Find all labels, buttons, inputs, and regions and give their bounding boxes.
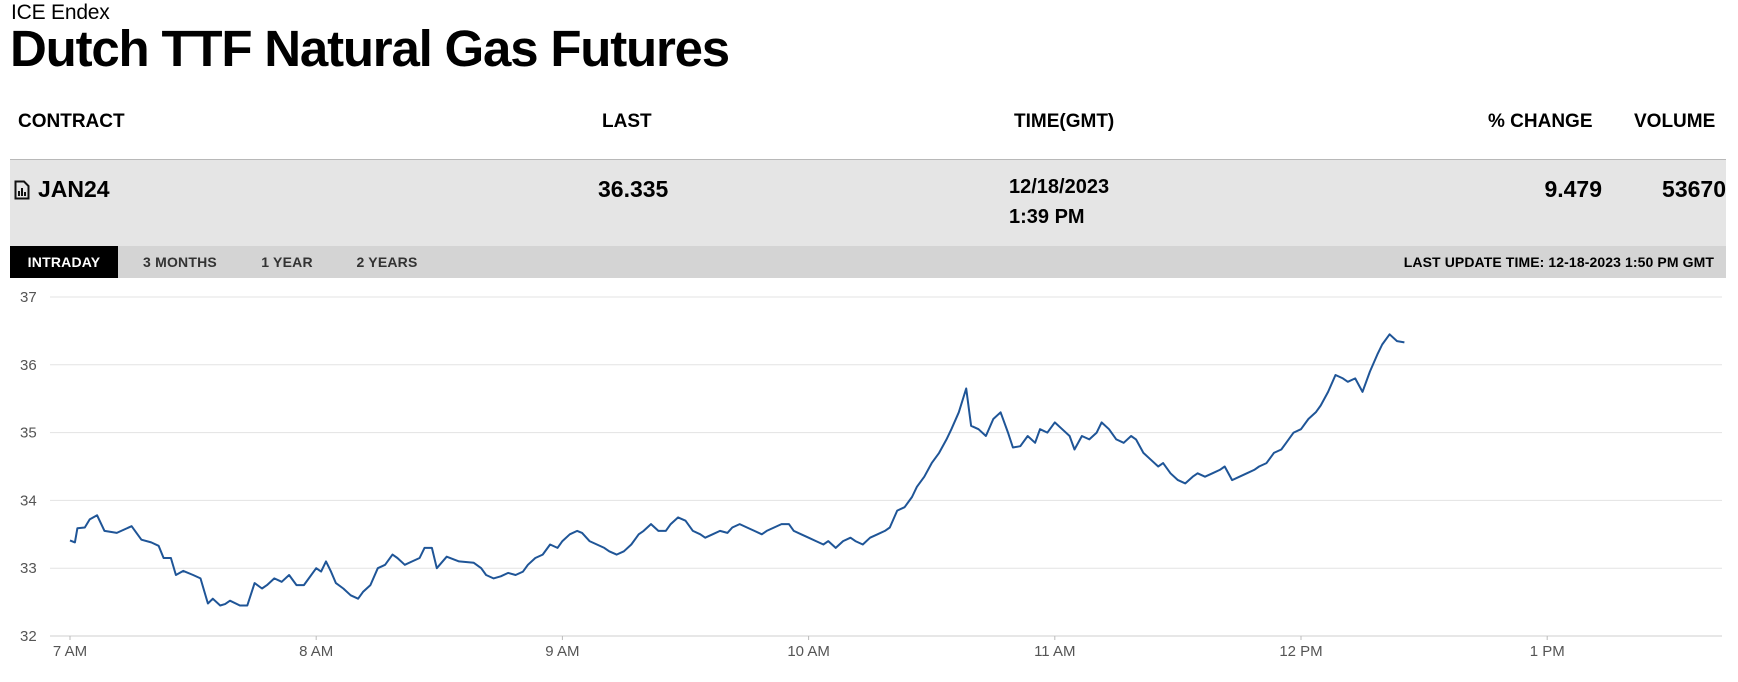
column-header-contract: CONTRACT bbox=[18, 111, 125, 132]
last-price: 36.335 bbox=[598, 176, 669, 202]
intraday-price-chart[interactable]: 32 33 34 35 36 37 7 AM 8 AM 9 AM 10 AM 11 AM 12 PM… bbox=[0, 280, 1738, 680]
price-series-line[interactable] bbox=[69, 333, 1405, 607]
x-axis-ticks: 7 AM 8 AM 9 AM 10 AM 11 AM 12 PM 1 PM bbox=[53, 636, 1565, 660]
last-update-time: LAST UPDATE TIME: 12-18-2023 1:50 PM GMT bbox=[1403, 254, 1714, 270]
x-tick-label: 9 AM bbox=[545, 643, 579, 660]
trade-date: 12/18/2023 bbox=[1009, 176, 1110, 198]
column-header-time: TIME(GMT) bbox=[1014, 111, 1115, 132]
contract-name[interactable]: JAN24 bbox=[38, 176, 110, 202]
column-header-last: LAST bbox=[602, 111, 652, 132]
y-axis-ticks: 32 33 34 35 36 37 bbox=[20, 289, 37, 645]
pct-change: 9.479 bbox=[1544, 176, 1602, 202]
x-tick-label: 7 AM bbox=[53, 643, 87, 660]
x-tick-label: 12 PM bbox=[1279, 643, 1322, 660]
x-tick-label: 10 AM bbox=[787, 643, 830, 660]
y-tick-label: 32 bbox=[20, 628, 37, 645]
x-tick-label: 8 AM bbox=[299, 643, 333, 660]
exchange-name: ICE Endex bbox=[11, 1, 110, 24]
column-header-volume: VOLUME bbox=[1634, 111, 1716, 132]
tab-intraday[interactable]: INTRADAY bbox=[10, 246, 118, 278]
page-title: Dutch TTF Natural Gas Futures bbox=[10, 20, 730, 77]
chart-document-icon[interactable] bbox=[14, 180, 30, 200]
range-tab-bar: INTRADAY 3 MONTHS 1 YEAR 2 YEARS LAST UP… bbox=[10, 246, 1726, 278]
column-header-pct-change: % CHANGE bbox=[1488, 111, 1593, 132]
chart-gridlines bbox=[50, 296, 1722, 637]
x-tick-label: 1 PM bbox=[1530, 643, 1565, 660]
y-tick-label: 34 bbox=[20, 492, 37, 509]
tab-3-months[interactable]: 3 MONTHS bbox=[143, 254, 217, 270]
tab-1-year[interactable]: 1 YEAR bbox=[261, 254, 313, 270]
y-tick-label: 35 bbox=[20, 425, 37, 442]
trade-time: 1:39 PM bbox=[1009, 206, 1085, 228]
y-tick-label: 37 bbox=[20, 289, 37, 306]
table-row[interactable]: JAN24 36.335 12/18/2023 1:39 PM 9.479 53… bbox=[10, 159, 1726, 247]
volume: 53670 bbox=[1662, 176, 1726, 202]
y-tick-label: 33 bbox=[20, 560, 37, 577]
tab-2-years[interactable]: 2 YEARS bbox=[356, 254, 418, 270]
x-tick-label: 11 AM bbox=[1034, 643, 1075, 660]
y-tick-label: 36 bbox=[20, 357, 37, 374]
